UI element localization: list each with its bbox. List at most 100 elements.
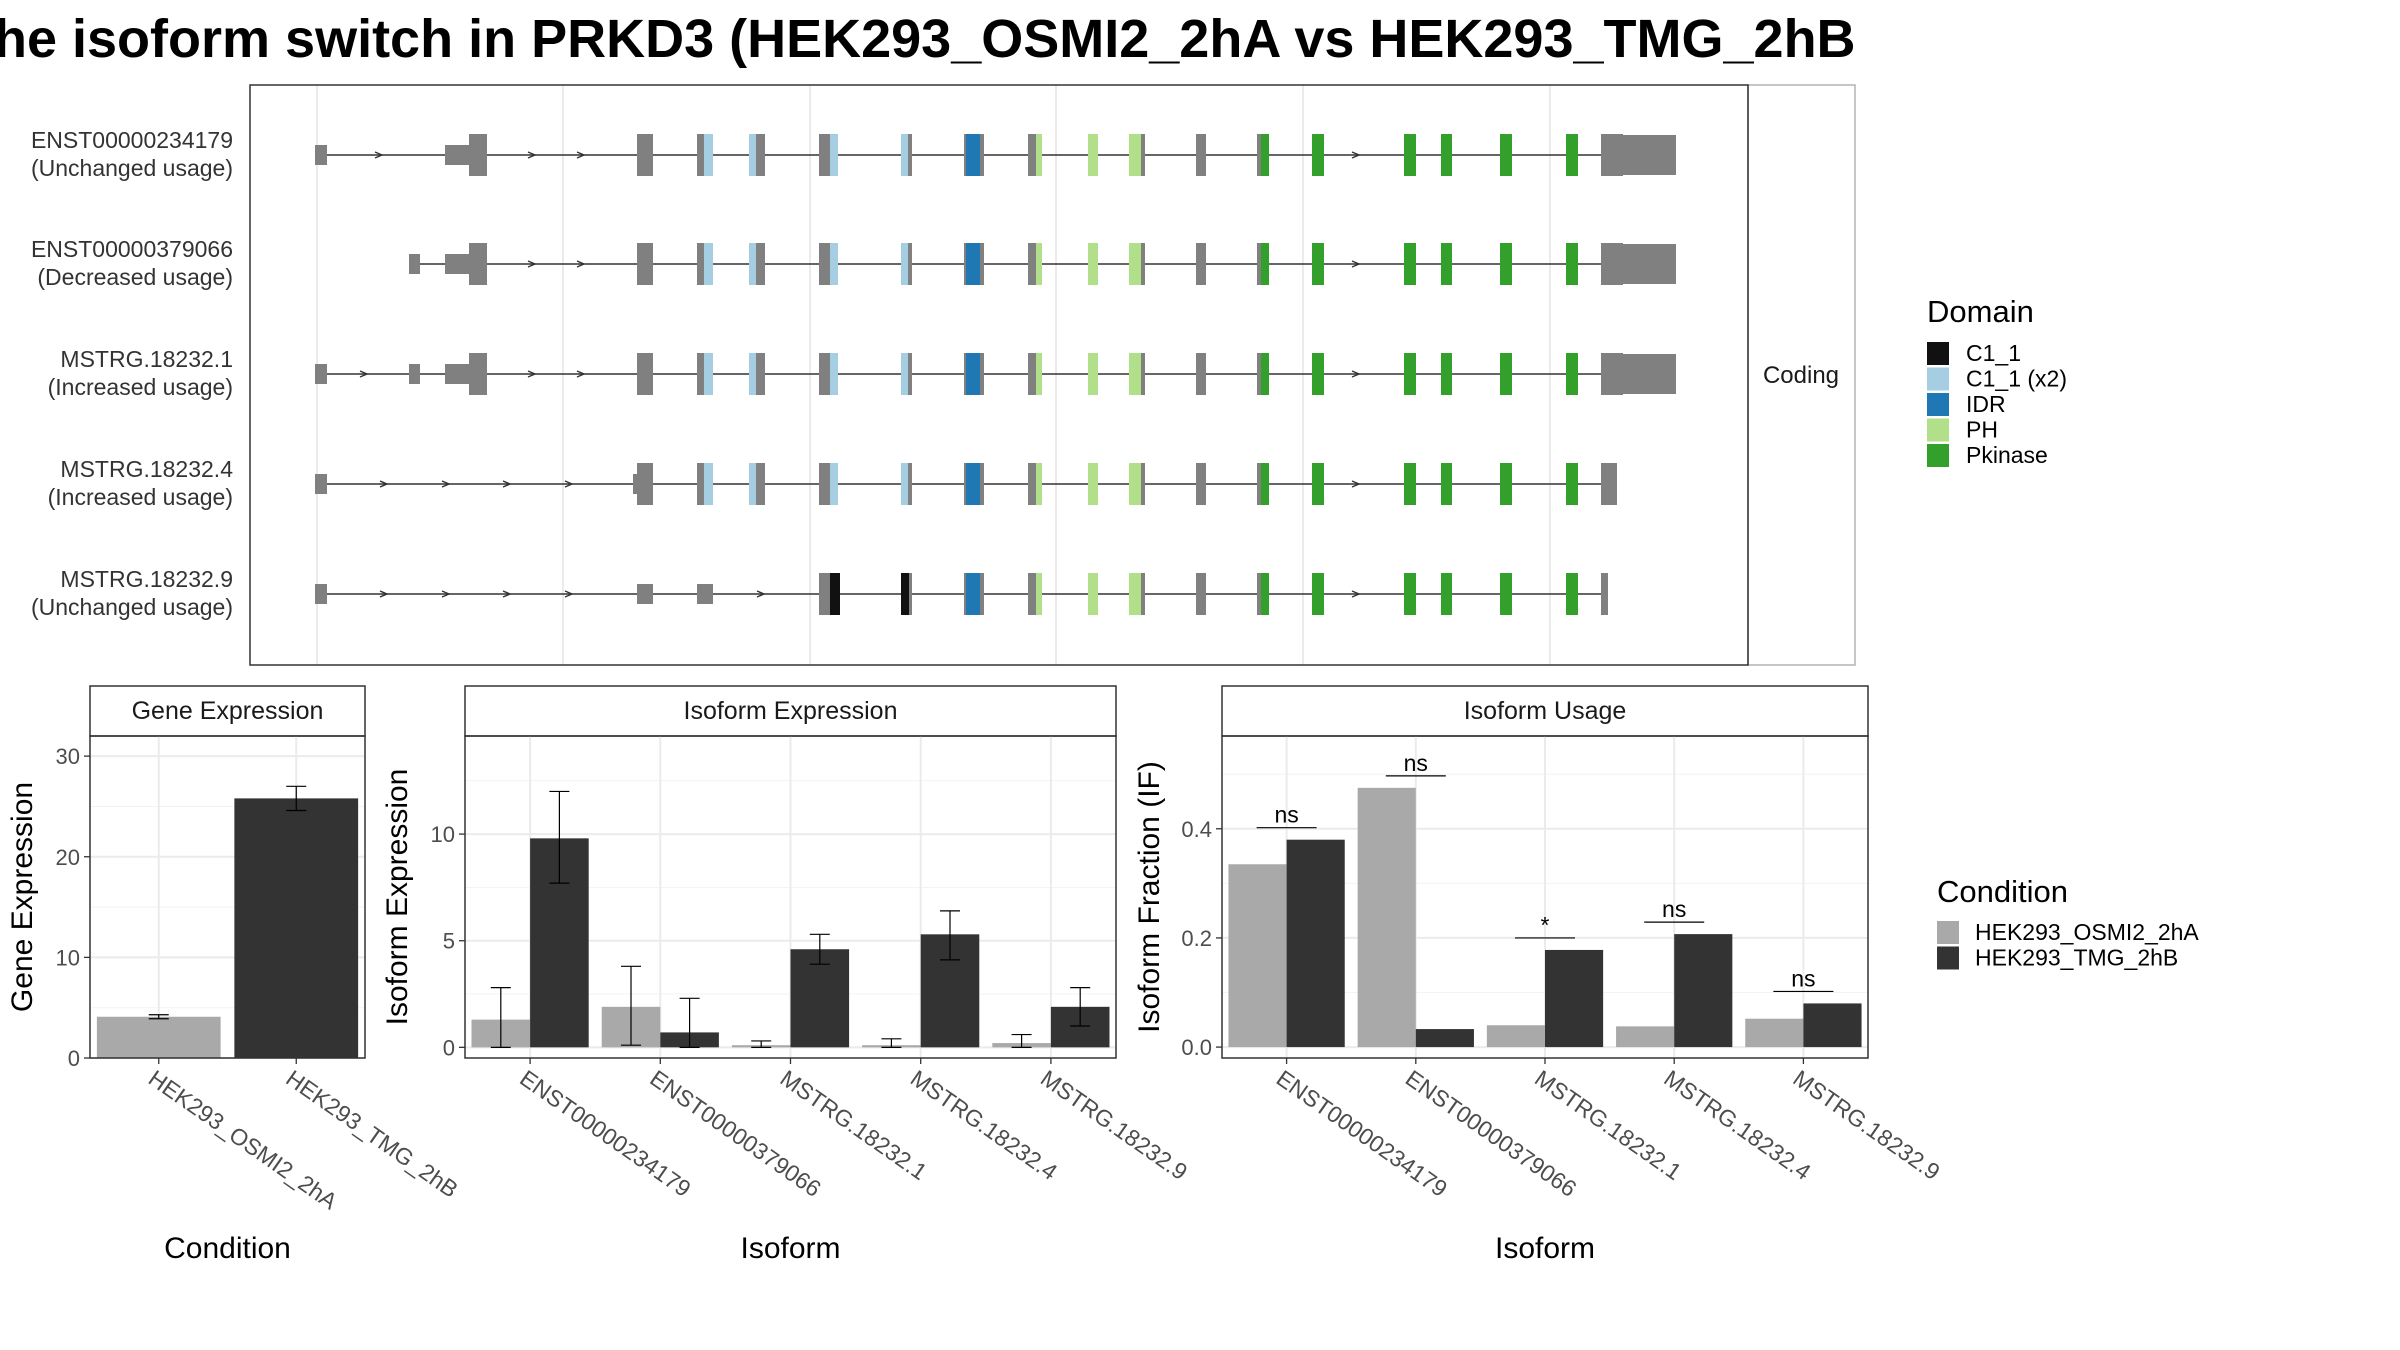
isoform-usage-panel: Isoform UsagensENST00000234179nsENST0000… [1133,685,1945,1265]
panel-strip [1221,685,1869,737]
legend-title: Domain [1927,294,2034,329]
domain-block-c1-1-x2- [830,243,838,285]
bar [1228,864,1287,1048]
y-tick-label: 0 [68,1046,80,1071]
transcript-id-label: ENST00000379066 [31,236,233,262]
exon-block [315,474,327,494]
legend-title: Condition [1937,874,2068,909]
domain-block-pkinase [1441,134,1452,176]
exon-block [445,364,469,384]
plot-background [250,85,1748,665]
bar [1803,1003,1862,1048]
domain-block-c1-1-x2- [704,243,713,285]
domain-block-pkinase [1566,463,1578,505]
strand-arrow [576,260,586,268]
utr-block [1623,354,1676,394]
y-tick-label: 10 [431,822,455,847]
domain-block-pkinase [1404,463,1416,505]
strand-arrow [379,590,389,598]
domain-block-idr [966,463,980,505]
bar [790,949,850,1048]
domain-block-pkinase [1261,573,1269,615]
domain-block-pkinase [1312,353,1324,395]
transcript-usage-label: (Increased usage) [48,484,233,510]
strand-arrow [1351,590,1361,598]
exon-block [409,254,420,274]
transcript-row-MSTRG.18232.1 [315,353,1676,395]
transcript-id-label: MSTRG.18232.1 [60,346,233,372]
legend-label: C1_1 [1966,340,2021,366]
significance-label: ns [1404,750,1428,776]
bar [1415,1029,1474,1048]
domain-block-c1-1-x2- [704,353,713,395]
domain-block-pkinase [1566,134,1578,176]
legend-label: HEK293_OSMI2_2hA [1975,919,2199,945]
domain-block-ph [1129,243,1141,285]
domain-block-c1-1-x2- [901,463,908,505]
domain-block-pkinase [1441,573,1452,615]
significance-label: ns [1662,896,1686,922]
domain-block-pkinase [1312,134,1324,176]
y-tick-label: 5 [443,929,455,954]
domain-block-pkinase [1500,353,1512,395]
domain-block-pkinase [1312,243,1324,285]
x-axis-title: Isoform [1495,1232,1595,1265]
domain-block-idr [966,134,980,176]
bar [1745,1018,1804,1048]
exon-block [1601,134,1623,176]
utr-block [1623,244,1676,284]
domain-block-ph [1129,463,1141,505]
legend-key [1927,367,1949,391]
domain-block-c1-1-x2- [749,463,756,505]
y-tick-label: 20 [56,845,80,870]
utr-block [1623,135,1676,175]
exon-block [1196,463,1206,505]
legend-key [1927,444,1949,467]
panel-strip [464,685,1117,737]
strand-arrow [1351,260,1361,268]
legend-key [1927,418,1949,442]
domain-block-c1-1 [830,573,840,615]
domain-block-c1-1-x2- [749,134,756,176]
domain-block-c1-1-x2- [830,463,838,505]
isoform-expression-panel: Isoform ExpressionENST00000234179ENST000… [381,685,1192,1265]
y-axis-title: Gene Expression [6,782,39,1012]
plot-border [1221,735,1869,1059]
domain-block-pkinase [1500,243,1512,285]
transcript-id-label: ENST00000234179 [31,127,233,153]
domain-block-c1-1 [901,573,909,615]
x-axis-title: Condition [164,1232,291,1265]
domain-block-ph [1036,243,1042,285]
y-tick-label: 30 [56,744,80,769]
domain-block-pkinase [1312,463,1324,505]
exon-block [637,353,653,395]
exon-block [1601,353,1623,395]
significance-label: * [1541,912,1550,938]
strand-arrow [379,480,389,488]
strand-arrow [756,590,766,598]
transcript-id-label: MSTRG.18232.9 [60,566,233,592]
strand-arrow [576,151,586,159]
exon-block [1601,573,1608,615]
domain-block-c1-1-x2- [830,353,838,395]
domain-block-ph [1088,353,1098,395]
y-axis-title: Isoform Fraction (IF) [1133,761,1166,1033]
legend-label: Pkinase [1966,442,2048,468]
domain-block-pkinase [1261,463,1269,505]
legend-key [1927,393,1949,416]
exon-block [409,364,420,384]
domain-block-pkinase [1404,353,1416,395]
facet-strip [1747,84,1856,666]
strand-arrow [502,590,512,598]
x-axis-title: Isoform [740,1232,840,1265]
transcript-usage-label: (Unchanged usage) [31,594,233,620]
domain-block-ph [1036,353,1042,395]
panel-strip-label: Isoform Expression [684,697,898,725]
transcript-row-MSTRG.18232.9 [315,573,1608,615]
y-tick-label: 0 [443,1035,455,1060]
strand-arrow [359,370,369,378]
strand-arrow [564,480,574,488]
exon-block [1196,243,1206,285]
